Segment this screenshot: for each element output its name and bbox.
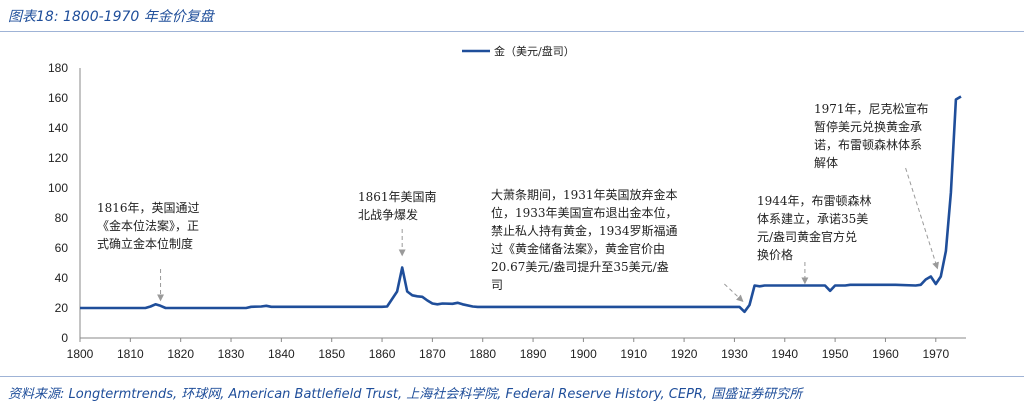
y-tick-label: 160 [48,91,68,105]
source-note: 资料来源: Longtermtrends, 环球网, American Batt… [8,387,803,402]
annotation-text: 1971年，尼克松宣布暂停美元兑换黄金承诺，布雷顿森林体系解体 [814,101,929,170]
legend: 金（美元/盘司） [462,44,575,58]
annotation-line: 1861年美国南 [358,189,437,204]
x-tick-label: 1830 [218,347,245,361]
x-tick-label: 1920 [671,347,698,361]
x-tick-label: 1970 [922,347,949,361]
title-rule [0,31,1024,32]
y-tick-label: 100 [48,181,68,195]
x-tick-label: 1850 [318,347,345,361]
y-tick-label: 0 [61,331,68,345]
annotation-line: 换价格 [757,247,793,262]
annotation-line: 暂停美元兑换黄金承 [814,119,922,134]
y-tick-label: 20 [55,301,69,315]
annotation-arrow [905,167,939,270]
figure-title: 图表18: 1800-1970 年金价复盘 [8,9,214,25]
annotation-text: 1861年美国南北战争爆发 [358,189,437,222]
legend-label: 金（美元/盘司） [494,44,575,58]
annotation-text: 1816年，英国通过《金本位法案》，正式确立金本位制度 [97,201,200,251]
x-tick-label: 1890 [520,347,547,361]
axes: 0 20 40 60 80 100 120 140 160 180 1800 1810 1820 1830… [48,61,966,361]
annotation-line: 解体 [814,156,838,170]
x-tick-label: 1840 [268,347,295,361]
annotation-text: 1944年，布雷顿森林体系建立，承诺35美元/盎司黄金官方兑换价格 [757,193,872,262]
annotation-line: 北战争爆发 [358,207,418,222]
annotation-line: 式确立金本位制度 [97,236,193,251]
y-tick-label: 140 [48,121,68,135]
annotation-line: 元/盎司黄金官方兑 [757,229,857,244]
x-tick-label: 1860 [369,347,396,361]
series-line-gold [80,95,962,314]
x-tick-label: 1910 [620,347,647,361]
annotation-line: 1944年，布雷顿森林 [757,193,872,208]
x-tick-label: 1940 [771,347,798,361]
y-tick-label: 60 [55,241,69,255]
annotations: 1816年，英国通过《金本位法案》，正式确立金本位制度 1861年美国南北战争爆发… [97,101,939,302]
annotation-arrow [724,283,744,302]
x-tick-label: 1810 [117,347,144,361]
x-tick-label: 1870 [419,347,446,361]
x-tick-label: 1930 [721,347,748,361]
x-tick-label: 1820 [167,347,194,361]
series-layer [80,95,962,314]
y-tick-label: 180 [48,61,68,75]
annotation-line: 20.67美元/盎司提升至35美元/盎 [491,259,669,274]
y-tick-label: 120 [48,151,68,165]
annotation-line: 大萧条期间，1931年英国放弃金本 [491,187,678,202]
x-tick-label: 1800 [67,347,94,361]
annotation-line: 位，1933年美国宣布退出金本位， [491,205,678,220]
annotation-line: 诺，布雷顿森林体系 [814,137,922,152]
annotation-line: 司 [491,278,503,292]
annotation-line: 1971年，尼克松宣布 [814,101,929,116]
y-tick-label: 80 [55,211,69,225]
y-tick-label: 40 [55,271,69,285]
annotation-text: 大萧条期间，1931年英国放弃金本位，1933年美国宣布退出金本位， 禁止私人持有… [491,187,678,292]
x-tick-label: 1950 [822,347,849,361]
annotation-line: 过《黄金储备法案》，黄金官价由 [491,241,665,256]
annotation-line: 1816年，英国通过 [97,201,200,215]
source-rule [0,376,1024,377]
annotation-line: 禁止私人持有黄金，1934罗斯福通 [491,223,678,238]
annotation-line: 体系建立，承诺35美 [757,211,868,226]
x-tick-label: 1960 [872,347,899,361]
x-tick-label: 1900 [570,347,597,361]
x-tick-label: 1880 [469,347,496,361]
annotation-line: 《金本位法案》，正 [97,218,199,233]
